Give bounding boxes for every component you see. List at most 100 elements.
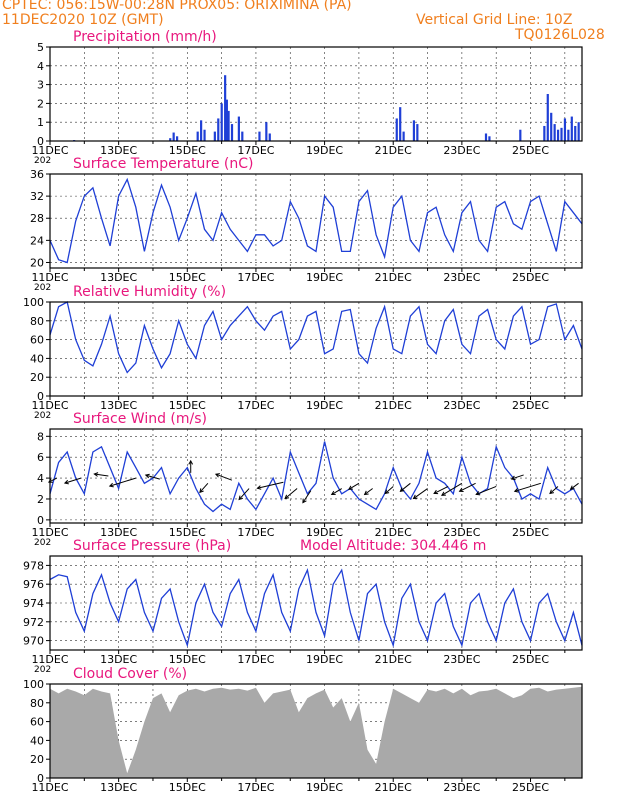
pres-xtick-label: 21DEC (375, 653, 412, 666)
rh-xtick-label: 13DEC (100, 399, 137, 412)
rh-xtick-label: 21DEC (375, 399, 412, 412)
wind-arrow-head (399, 487, 405, 492)
header-grid-line: Vertical Grid Line: 10Z (416, 12, 573, 28)
precip-bar (560, 127, 563, 141)
wind-arrow-head (433, 489, 439, 495)
cloud-xtick-label: 15DEC (169, 781, 206, 794)
wind-title: Surface Wind (m/s) (73, 411, 207, 427)
wind-arrow-head (458, 487, 464, 492)
precip-bar (224, 75, 227, 141)
precip-xtick-label: 23DEC (443, 144, 480, 157)
precip-ytick-label: 1 (37, 116, 44, 129)
wind-arrow-head (144, 473, 150, 479)
pres-ytick-label: 972 (23, 616, 44, 629)
precip-bar (230, 124, 234, 141)
wind-arrow (331, 488, 342, 495)
rh-plot-area (50, 302, 582, 396)
wind-arrow (199, 482, 209, 493)
rh-ytick-label: 80 (30, 315, 44, 328)
precip-bar (169, 138, 172, 141)
wind-ytick-label: 0 (37, 514, 44, 527)
wind-arrow (570, 482, 579, 490)
cloud-xtick-label: 11DEC (31, 781, 68, 794)
rh-xtick-label: 23DEC (443, 399, 480, 412)
precip-bar (574, 125, 577, 141)
wind-arrow-head (440, 491, 446, 496)
wind-arrow-head (510, 475, 516, 481)
pres-xtick-label: 13DEC (100, 653, 137, 666)
rh-ytick-label: 0 (37, 390, 44, 403)
cloud-ytick-label: 100 (23, 678, 44, 691)
precip-bar (203, 129, 206, 141)
pres-xtick-label: 17DEC (237, 653, 274, 666)
precip-stub-label: 202 (34, 156, 51, 166)
rh-ytick-label: 20 (30, 371, 44, 384)
rh-xtick-label: 25DEC (512, 399, 549, 412)
header-date: 11DEC2020 10Z (GMT) (2, 12, 164, 28)
wind-arrow (433, 485, 449, 494)
temp-ytick-label: 36 (30, 168, 44, 181)
wind-arrow (348, 482, 360, 490)
wind-arrow-head (214, 473, 220, 478)
precip-bar (268, 133, 271, 141)
precip-bar (567, 129, 570, 141)
temp-title: Surface Temperature (nC) (73, 156, 254, 172)
cloud-ytick-label: 80 (30, 697, 44, 710)
precip-bar (172, 132, 175, 141)
temp-xtick-label: 15DEC (169, 271, 206, 284)
cloud-xtick-label: 13DEC (100, 781, 137, 794)
wind-stub-label: 202 (34, 538, 51, 548)
wind-arrow (64, 477, 82, 484)
rh-xtick-label: 19DEC (306, 399, 343, 412)
precip-bar (399, 107, 402, 141)
precip-bar (258, 131, 261, 141)
wind-ytick-label: 4 (37, 472, 44, 485)
precip-bar (237, 116, 240, 141)
temp-stub-label: 202 (34, 283, 51, 293)
wind-ytick-label: 6 (37, 451, 44, 464)
temp-xtick-label: 25DEC (512, 271, 549, 284)
temp-xtick-label: 17DEC (237, 271, 274, 284)
temp-xtick-label: 23DEC (443, 271, 480, 284)
pres-title: Surface Pressure (hPa) (73, 538, 231, 554)
pres-xtick-label: 15DEC (169, 653, 206, 666)
cloud-ytick-label: 40 (30, 734, 44, 747)
cloud-xtick-label: 19DEC (306, 781, 343, 794)
wind-arrow-head (108, 482, 114, 488)
cloud-xtick-label: 21DEC (375, 781, 412, 794)
wind-frame (49, 428, 583, 524)
precip-bar (550, 112, 553, 141)
precip-ytick-label: 2 (37, 97, 44, 110)
precip-frame (49, 46, 583, 142)
wind-xtick-label: 19DEC (306, 526, 343, 539)
wind-arrow (302, 490, 312, 503)
wind-arrow-head (63, 479, 69, 485)
precip-bar (416, 124, 419, 141)
temp-xtick-label: 11DEC (31, 271, 68, 284)
wind-arrow (384, 486, 394, 494)
rh-stub-label: 202 (34, 411, 51, 421)
pres-ytick-label: 974 (23, 597, 44, 610)
precip-bar (412, 120, 416, 141)
precip-bar (484, 133, 488, 141)
rh-ytick-label: 60 (30, 334, 44, 347)
wind-arrow-head (569, 485, 575, 490)
wind-arrow (364, 488, 373, 495)
wind-arrow-head (513, 488, 519, 493)
precip-xtick-label: 13DEC (100, 144, 137, 157)
wind-arrow (94, 473, 109, 477)
wind-ytick-label: 2 (37, 493, 44, 506)
precip-plot-area (50, 47, 582, 141)
wind-xtick-label: 21DEC (375, 526, 412, 539)
cloud-frame (49, 683, 583, 779)
cloud-ytick-label: 20 (30, 753, 44, 766)
rh-xtick-label: 17DEC (237, 399, 274, 412)
wind-arrow (284, 488, 298, 499)
wind-ytick-label: 8 (37, 430, 44, 443)
pres-ytick-label: 978 (23, 559, 44, 572)
cloud-xtick-label: 25DEC (512, 781, 549, 794)
header-model-code: TQ0126L028 (515, 27, 605, 43)
temp-ytick-label: 24 (30, 234, 44, 247)
precip-xtick-label: 19DEC (306, 144, 343, 157)
